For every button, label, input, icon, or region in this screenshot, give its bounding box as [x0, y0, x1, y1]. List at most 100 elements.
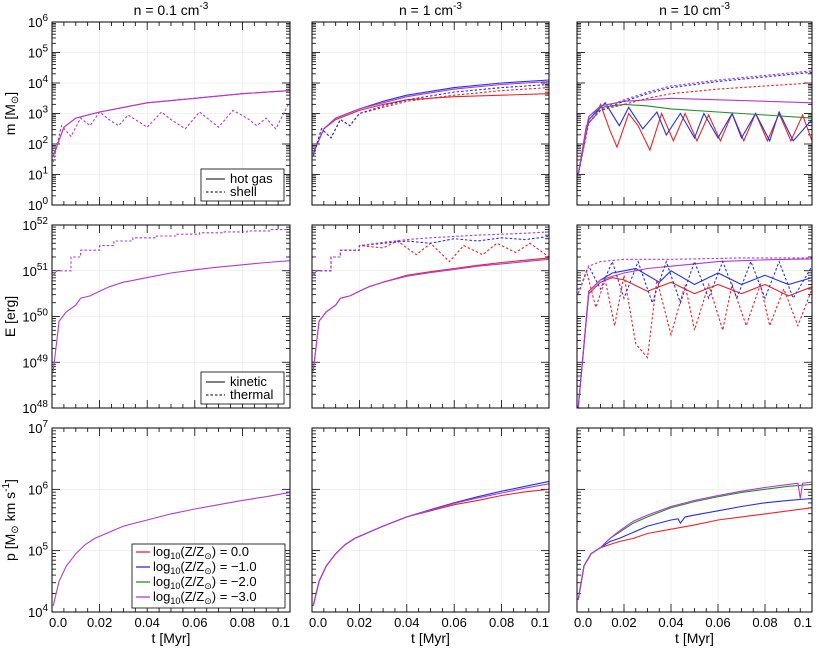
y-tick-label: 107 [28, 419, 48, 436]
panel-mass-1 [311, 21, 550, 206]
x-tick-label: 0.02 [87, 615, 112, 630]
legend-label: log10(Z/Z⊙) = −3.0 [153, 589, 257, 606]
legend-label: log10(Z/Z⊙) = 0.0 [153, 544, 249, 561]
panel-frame [311, 224, 550, 409]
panel-frame [311, 21, 550, 206]
x-tick-label: 0.06 [442, 615, 467, 630]
energy-solid-curve [312, 258, 550, 372]
panel-frame [576, 224, 813, 409]
x-tick-label: 0.06 [182, 615, 207, 630]
x-tick-label: 0.02 [347, 615, 372, 630]
mass-dotted-curve [312, 87, 550, 157]
x-tick-label: 0.08 [230, 615, 255, 630]
energy-dotted-curve [577, 268, 813, 360]
y-tick-label: 101 [28, 166, 48, 183]
energy-dotted-curve [312, 240, 550, 276]
mass-dotted-curve [577, 82, 813, 175]
y-tick-label: 103 [28, 105, 48, 122]
legend-label: shell [230, 184, 257, 199]
legend-box [200, 168, 285, 202]
legend-label: thermal [230, 387, 273, 402]
y-tick-label: 106 [28, 13, 48, 30]
x-axis-label: t [Myr] [411, 630, 450, 646]
energy-dotted-curve [312, 235, 550, 276]
y-tick-label: 105 [28, 44, 48, 61]
y-tick-label: 1052 [22, 216, 48, 233]
mass-solid-curve [577, 102, 813, 175]
y-tick-label: 102 [28, 135, 48, 152]
energy-dotted-curve [52, 229, 290, 276]
x-axis-label: t [Myr] [675, 630, 714, 646]
panel-frame [576, 427, 813, 613]
y-tick-label: 106 [28, 480, 48, 497]
mass-solid-curve [577, 101, 813, 175]
legend-box [200, 371, 285, 405]
panel-frame [51, 427, 291, 613]
panel-mass-0 [51, 21, 291, 206]
panel-momentum-2 [576, 427, 813, 613]
x-tick-label: 0.08 [489, 615, 514, 630]
x-tick-label: 0.04 [135, 615, 160, 630]
panel-energy-0 [51, 224, 291, 409]
y-tick-label: 104 [28, 603, 48, 620]
y-axis-label: p [M⊙ km s-1] [1, 479, 21, 561]
mass-dotted-curve [52, 101, 291, 163]
x-axis-label: t [Myr] [152, 630, 191, 646]
y-tick-label: 1048 [22, 399, 48, 416]
legend-label: hot gas [230, 171, 273, 186]
panel-energy-2 [576, 224, 813, 409]
y-tick-label: 1051 [22, 262, 48, 279]
x-tick-label: 0.0 [574, 615, 592, 630]
mass-solid-curve [312, 79, 550, 154]
energy-solid-curve [312, 257, 550, 372]
mass-solid-curve [52, 90, 291, 157]
mass-dotted-curve [312, 83, 550, 157]
y-tick-label: 104 [28, 74, 48, 91]
column-title: n = 1 cm-3 [399, 1, 462, 18]
column-title: n = 10 cm-3 [659, 1, 730, 18]
x-tick-label: 0.04 [394, 615, 419, 630]
panel-frame [51, 21, 291, 206]
energy-solid-curve [52, 260, 291, 372]
legend-label: log10(Z/Z⊙) = −2.0 [153, 574, 257, 591]
mass-solid-curve [577, 97, 813, 175]
mass-dotted-curve [577, 71, 813, 175]
y-tick-label: 105 [28, 542, 48, 559]
momentum-solid-curve [312, 488, 550, 607]
panel-energy-1 [311, 224, 550, 409]
x-tick-label: 0.1 [794, 615, 812, 630]
legend-label: kinetic [230, 374, 267, 389]
y-tick-label: 1049 [22, 353, 48, 370]
panel-frame [51, 224, 291, 409]
x-tick-label: 0.02 [611, 615, 636, 630]
mass-solid-curve [312, 80, 550, 154]
panel-frame [576, 21, 813, 206]
energy-solid-curve [577, 258, 813, 409]
x-tick-label: 0.06 [705, 615, 730, 630]
legend-box [131, 543, 286, 609]
panel-momentum-0 [51, 427, 291, 613]
x-tick-label: 0.1 [272, 615, 290, 630]
panel-frame [311, 427, 550, 613]
x-tick-label: 0.0 [309, 615, 327, 630]
y-axis-label: E [erg] [2, 296, 18, 337]
energy-dotted-curve [577, 259, 813, 305]
x-tick-label: 0.08 [752, 615, 777, 630]
momentum-solid-curve [312, 483, 550, 607]
x-tick-label: 0.1 [531, 615, 549, 630]
x-tick-label: 0.0 [49, 615, 67, 630]
energy-solid-curve [577, 277, 813, 409]
x-tick-label: 0.04 [658, 615, 683, 630]
y-tick-label: 100 [28, 196, 48, 213]
energy-dotted-curve [312, 231, 550, 276]
panel-momentum-1 [311, 427, 550, 613]
y-tick-label: 1050 [22, 308, 48, 325]
column-title: n = 0.1 cm-3 [134, 1, 209, 18]
panel-mass-2 [576, 21, 813, 206]
energy-solid-curve [577, 267, 813, 409]
momentum-solid-curve [577, 497, 813, 600]
